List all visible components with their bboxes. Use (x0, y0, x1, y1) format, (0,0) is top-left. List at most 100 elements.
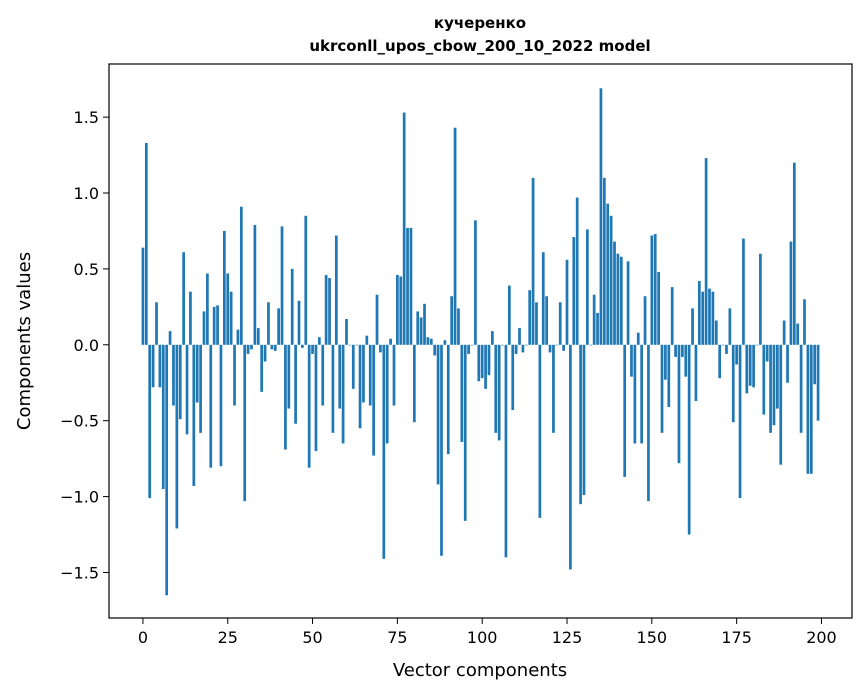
bar-93 (457, 308, 460, 345)
bar-139 (613, 241, 616, 345)
bar-72 (385, 344, 389, 444)
bar-61 (348, 344, 352, 346)
bar-9 (172, 344, 175, 406)
bar-50 (311, 344, 314, 354)
x-tick-label: 25 (218, 628, 238, 647)
bar-132 (589, 344, 593, 346)
x-tick-label: 100 (467, 628, 498, 647)
bar-39 (273, 344, 277, 351)
bar-24 (222, 230, 226, 345)
bar-58 (338, 344, 342, 409)
bar-153 (660, 344, 664, 433)
y-axis-ticks: −1.5 −1.0 −0.5 0.0 0.5 1.0 1.5 (60, 108, 109, 582)
bar-49 (307, 344, 311, 468)
bar-74 (392, 344, 396, 406)
bar-199 (816, 344, 820, 421)
bar-189 (782, 320, 786, 345)
bar-44 (290, 268, 294, 345)
bar-158 (677, 344, 681, 464)
bar-95 (463, 344, 467, 521)
bar-121 (552, 344, 555, 433)
bar-22 (216, 305, 219, 345)
y-tick-label: −1.5 (60, 563, 99, 582)
bar-119 (545, 296, 549, 345)
bar-168 (711, 291, 715, 345)
bar-23 (219, 344, 223, 467)
bar-114 (528, 290, 532, 345)
bar-62 (351, 344, 355, 389)
bar-36 (263, 344, 267, 362)
bar-29 (239, 206, 243, 345)
bar-138 (609, 215, 613, 345)
bar-38 (270, 344, 274, 350)
bar-134 (596, 312, 599, 345)
bar-183 (762, 344, 766, 415)
bar-125 (565, 259, 569, 345)
bar-43 (287, 344, 291, 409)
bar-54 (324, 274, 328, 345)
bar-179 (748, 344, 752, 386)
bar-142 (623, 344, 627, 477)
bar-198 (813, 344, 817, 385)
bar-147 (640, 344, 644, 444)
bar-77 (402, 112, 406, 345)
bar-11 (178, 344, 182, 420)
chart-title-line-2: ukrconll_upos_cbow_200_10_2022 model (309, 37, 650, 55)
bar-33 (253, 224, 257, 345)
bar-10 (175, 344, 179, 529)
bar-7 (165, 344, 169, 596)
bar-59 (341, 344, 345, 444)
bar-148 (643, 296, 647, 345)
bar-190 (786, 344, 789, 383)
y-axis-label: Components values (14, 252, 35, 430)
bar-14 (189, 291, 192, 345)
bar-12 (182, 252, 185, 345)
bar-149 (647, 344, 650, 502)
y-tick-label: 1.5 (74, 108, 99, 127)
y-tick-label: 0.0 (74, 336, 99, 355)
bar-15 (192, 344, 196, 486)
bar-8 (168, 331, 172, 345)
bar-3 (151, 344, 155, 388)
bar-105 (497, 344, 501, 441)
bar-163 (694, 344, 698, 401)
bar-63 (355, 344, 359, 346)
bar-87 (436, 344, 440, 485)
bar-94 (460, 344, 464, 442)
bar-157 (674, 344, 677, 357)
bar-197 (809, 344, 813, 474)
bar-150 (650, 235, 654, 345)
bar-144 (630, 344, 633, 377)
bar-25 (226, 273, 230, 345)
bar-173 (728, 308, 732, 345)
bar-196 (806, 344, 810, 474)
bar-40 (277, 308, 280, 345)
bar-5 (158, 344, 162, 388)
bar-35 (260, 344, 264, 392)
bar-56 (331, 344, 335, 433)
bar-128 (575, 197, 579, 345)
bar-73 (389, 338, 392, 345)
bar-32 (250, 344, 253, 350)
bar-70 (379, 344, 382, 353)
y-tick-label: −0.5 (60, 412, 99, 431)
bar-20 (209, 344, 213, 468)
bar-69 (375, 294, 379, 345)
bar-75 (396, 274, 399, 345)
x-axis-ticks: 0 25 50 75 100 125 150 175 200 (138, 618, 837, 647)
bar-101 (484, 344, 487, 389)
bar-52 (317, 337, 321, 345)
y-tick-label: 1.0 (74, 184, 99, 203)
bar-123 (558, 302, 562, 345)
bar-160 (684, 344, 688, 377)
bar-178 (745, 344, 749, 394)
bar-79 (409, 227, 413, 345)
bar-86 (433, 344, 437, 356)
bar-164 (697, 281, 701, 345)
bar-1 (144, 142, 148, 345)
bar-55 (328, 278, 331, 345)
bar-28 (236, 329, 240, 345)
bar-60 (345, 318, 348, 345)
bar-71 (382, 344, 386, 559)
